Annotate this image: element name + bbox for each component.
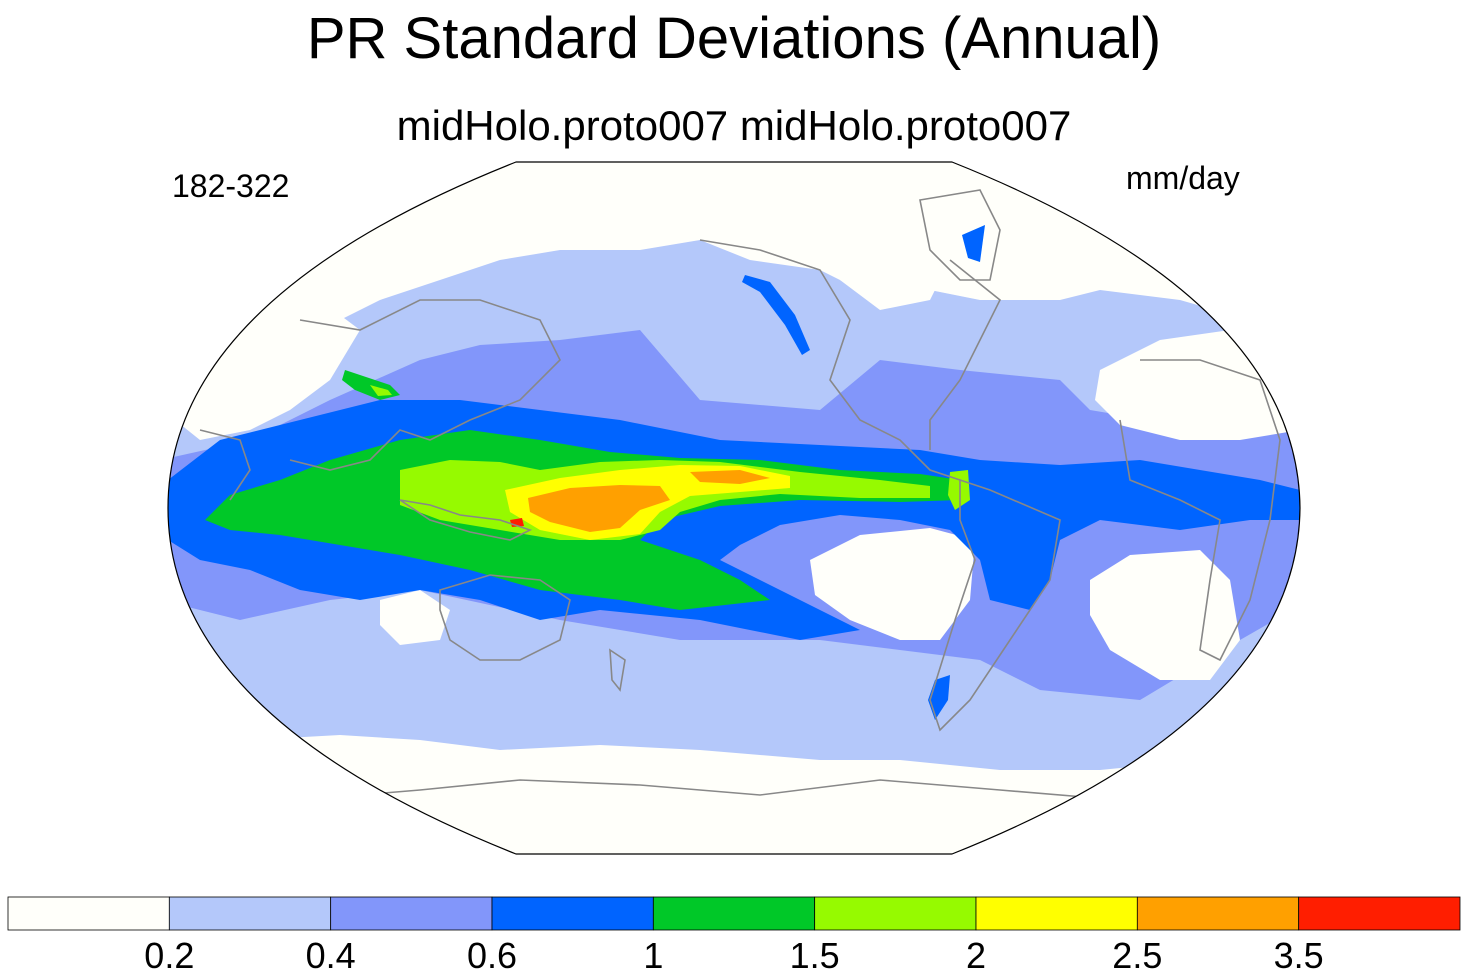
field-warmpool-2.5b [690, 470, 770, 484]
coast-india [199, 429, 251, 501]
colorbar-swatch [7, 896, 170, 931]
colorbar-tick-label: 1 [643, 935, 664, 976]
colorbar-tick-label: 0.2 [144, 935, 195, 976]
field-north-low [168, 162, 1300, 390]
colorbar-tick-label: 2 [965, 935, 987, 976]
field-se-atlantic-dry [1090, 550, 1240, 680]
field-colombia-peak [948, 470, 970, 510]
coast-east-na [929, 259, 1002, 450]
coast-australia [439, 574, 571, 661]
colorbar-swatch [1136, 896, 1300, 931]
field-warmpool-2.5 [528, 485, 670, 532]
coast-greenland [919, 189, 1001, 281]
coast-asia [289, 299, 561, 471]
colorbar-tick-label: 1.5 [789, 935, 840, 976]
coast-antarctica [299, 779, 1121, 801]
colorbar-swatch [168, 896, 332, 931]
globe-outline [167, 161, 1301, 855]
colorbar-tick-label: 2.5 [1112, 935, 1163, 976]
units-label: mm/day [1126, 160, 1240, 196]
coast-new-zealand [609, 648, 626, 692]
colorbar-swatch [975, 896, 1138, 931]
field-namerica-low [830, 190, 960, 310]
field-alaska-coast [742, 275, 810, 355]
precip-field [168, 162, 1300, 854]
coast-north-america [699, 239, 961, 481]
colorbar [7, 896, 1461, 931]
colorbar-tick-label: 0.6 [466, 935, 518, 976]
field-kuroshio-core [370, 385, 392, 396]
field-greenland-coast [962, 225, 985, 262]
page-title: PR Standard Deviations (Annual) [306, 6, 1162, 71]
years-label: 182-322 [172, 168, 290, 204]
coast-africa-europe [1119, 359, 1281, 662]
colorbar-swatch [652, 896, 816, 931]
coastlines [199, 189, 1281, 801]
colorbar-swatch [1298, 896, 1461, 931]
field-se-pacific-dry [810, 528, 975, 640]
subtitle: midHolo.proto007 midHolo.proto007 [396, 102, 1072, 149]
field-s-indian-dry [380, 590, 450, 645]
coast-maritime-continent [399, 499, 533, 541]
colorbar-swatch [814, 896, 977, 931]
colorbar-tick-label: 0.4 [305, 935, 356, 976]
coast-south-america [929, 478, 1061, 732]
colorbar-swatch [330, 896, 493, 931]
colorbar-tick-label: 3.5 [1273, 935, 1324, 976]
colorbar-swatch [491, 896, 654, 931]
